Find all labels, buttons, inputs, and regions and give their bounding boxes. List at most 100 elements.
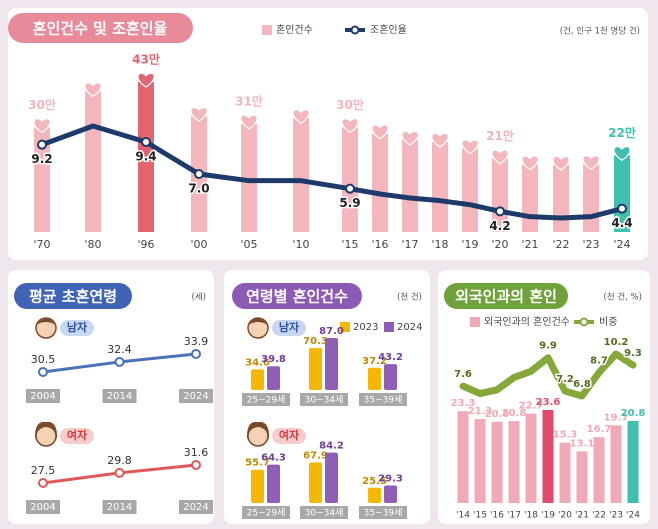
bar	[138, 82, 154, 232]
bar	[372, 133, 388, 232]
line-value-label: 9.9	[539, 341, 557, 352]
icon-male	[35, 317, 57, 339]
x-tick-label: '16	[371, 238, 388, 251]
line-point	[194, 169, 204, 179]
bar-heart	[491, 149, 509, 165]
x-tick-label: 2014	[107, 391, 132, 402]
bar	[627, 421, 639, 503]
line	[39, 123, 625, 221]
line-point	[141, 137, 151, 147]
chart-title: 혼인건수 및 조혼인율	[33, 20, 168, 38]
bar-value-label: 43만	[132, 52, 160, 67]
bar	[432, 142, 448, 232]
bar	[614, 155, 630, 232]
x-tick-label: '21	[521, 238, 538, 251]
bar-heart	[190, 106, 208, 122]
bar-heart	[521, 155, 539, 171]
bar	[522, 164, 538, 232]
x-tick-label: 25~29세	[247, 508, 286, 519]
line-value-label: 4.4	[611, 216, 632, 230]
legend-label: 혼인건수	[276, 23, 313, 36]
bar-value-label: 20.8	[621, 408, 646, 419]
bar	[251, 369, 264, 390]
x-tick-label: '19	[461, 238, 478, 251]
legend-swatch	[384, 322, 394, 332]
legend-swatch	[262, 25, 272, 35]
chart-title: 연령별 혼인건수	[246, 288, 348, 306]
bar	[34, 127, 50, 232]
line-point	[114, 467, 125, 478]
line-point	[191, 349, 201, 359]
series-label: 남자	[67, 320, 88, 334]
line	[459, 350, 637, 400]
legend-swatch	[340, 322, 350, 332]
bar-value-label: 15.3	[553, 430, 578, 441]
line-point	[38, 367, 48, 377]
bar	[309, 462, 322, 503]
line-point	[37, 139, 47, 150]
bar-value-label: 21.3	[468, 406, 493, 417]
bar	[384, 485, 397, 503]
x-tick-label: '24	[626, 511, 640, 521]
bar	[309, 347, 322, 390]
x-tick-label: 35~39세	[364, 508, 403, 519]
x-tick-label: 2014	[107, 502, 132, 513]
x-tick-box	[179, 500, 213, 514]
line-value-label: 9.3	[624, 348, 642, 359]
line-value-label: 5.9	[339, 196, 360, 210]
x-tick-label: '21	[575, 511, 589, 521]
bar-heart	[552, 155, 570, 171]
note: (세)	[192, 293, 206, 303]
line-value-label: 27.5	[31, 464, 56, 477]
legend-swatch	[579, 317, 589, 327]
line-value-label: 8.7	[590, 356, 608, 367]
bar	[525, 413, 537, 503]
bar	[559, 442, 571, 503]
bar	[325, 338, 338, 390]
title-pill	[232, 283, 362, 309]
bar	[593, 437, 605, 503]
x-tick-box	[102, 500, 137, 514]
bar	[85, 91, 101, 232]
bar-value-label: 20.6	[485, 409, 510, 420]
line-value-label: 7.0	[188, 182, 209, 196]
line-value-label: 7.2	[556, 374, 574, 385]
bar-value-label: 37.2	[362, 356, 387, 367]
legend-swatch	[470, 317, 480, 327]
bar-value-label: 22만	[608, 125, 636, 140]
bar-value-label: 23.3	[451, 398, 476, 409]
x-tick-label: 2004	[30, 391, 55, 402]
bar-value-label: 87.0	[319, 326, 344, 337]
bar-value-label: 55.7	[245, 458, 270, 469]
x-tick-label: '19	[541, 511, 555, 521]
bar	[491, 421, 503, 503]
title-pill	[14, 283, 132, 309]
bar	[402, 139, 418, 232]
x-tick-label: '18	[524, 511, 538, 521]
bar	[267, 366, 280, 390]
bar	[474, 419, 486, 503]
x-tick-label: '70	[33, 238, 50, 251]
bar-value-label: 16.7	[587, 424, 612, 435]
note: (천 건)	[397, 292, 422, 303]
x-tick-label: '23	[609, 511, 623, 521]
line-point	[495, 206, 505, 217]
bar-value-label: 20.8	[502, 408, 527, 419]
bar	[508, 421, 520, 503]
x-tick-label: '22	[592, 511, 606, 521]
bar-heart	[461, 139, 479, 155]
x-tick-box	[242, 393, 290, 406]
bar-value-label: 30만	[28, 97, 56, 112]
x-tick-label: 35~39세	[364, 395, 403, 406]
line-value-label: 4.2	[489, 219, 510, 233]
series-pill	[60, 320, 94, 336]
x-tick-box	[359, 506, 407, 519]
line-value-label: 6.8	[573, 379, 591, 390]
title-pill	[8, 13, 193, 43]
x-tick-box	[26, 389, 60, 403]
x-tick-label: '17	[401, 238, 418, 251]
bar	[342, 127, 358, 232]
x-tick-label: 25~29세	[247, 395, 286, 406]
